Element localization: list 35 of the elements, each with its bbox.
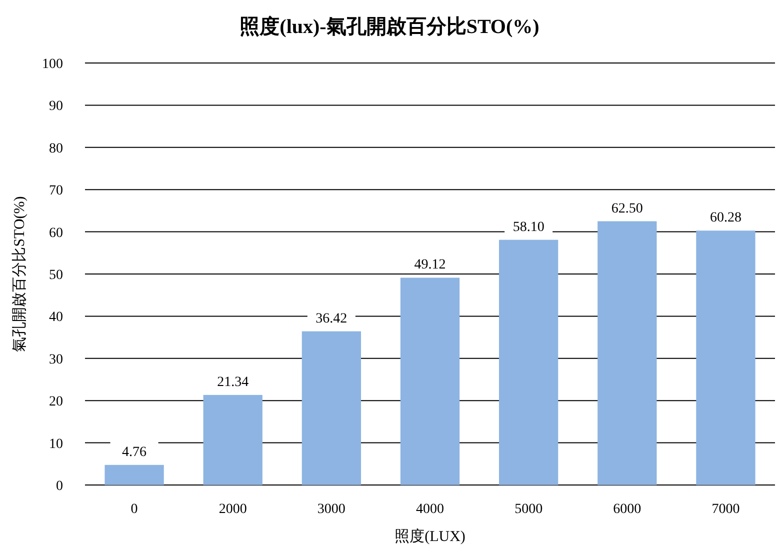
x-tick-label: 2000 [218, 502, 247, 517]
y-tick-label: 0 [56, 479, 63, 494]
data-label: 62.50 [611, 201, 643, 216]
y-axis-title: 氣孔開啟百分比STO(%) [11, 196, 28, 352]
bar [104, 464, 164, 485]
x-tick-label: 7000 [712, 502, 740, 517]
x-tick-label: 6000 [613, 502, 642, 517]
data-label: 60.28 [710, 210, 742, 226]
bar [203, 394, 262, 485]
x-tick-label: 0 [130, 502, 138, 517]
x-tick-label: 4000 [416, 502, 444, 517]
y-tick-label: 10 [49, 436, 63, 452]
data-label: 58.10 [512, 220, 544, 235]
y-tick-label: 80 [49, 141, 63, 156]
y-tick-label: 90 [49, 99, 63, 114]
y-tick-label: 100 [42, 57, 63, 72]
chart-title: 照度(lux)-氣孔開啟百分比STO(%) [240, 15, 540, 38]
data-label: 21.34 [217, 374, 249, 390]
y-tick-label: 30 [49, 352, 63, 368]
bar [598, 221, 657, 485]
x-tick-label: 5000 [514, 502, 543, 517]
x-axis-title: 照度(LUX) [394, 528, 466, 545]
y-tick-label: 40 [49, 310, 63, 326]
bar [499, 240, 558, 485]
data-label: 4.76 [122, 444, 147, 460]
y-tick-label: 60 [49, 226, 63, 241]
data-label: 49.12 [414, 258, 446, 273]
y-tick-label: 20 [49, 394, 63, 410]
y-tick-label: 50 [49, 268, 63, 283]
bar [696, 230, 756, 485]
data-label: 36.42 [316, 311, 348, 326]
bar [302, 331, 361, 485]
bar [400, 278, 460, 485]
y-tick-label: 70 [49, 184, 63, 199]
x-tick-label: 3000 [317, 502, 346, 517]
